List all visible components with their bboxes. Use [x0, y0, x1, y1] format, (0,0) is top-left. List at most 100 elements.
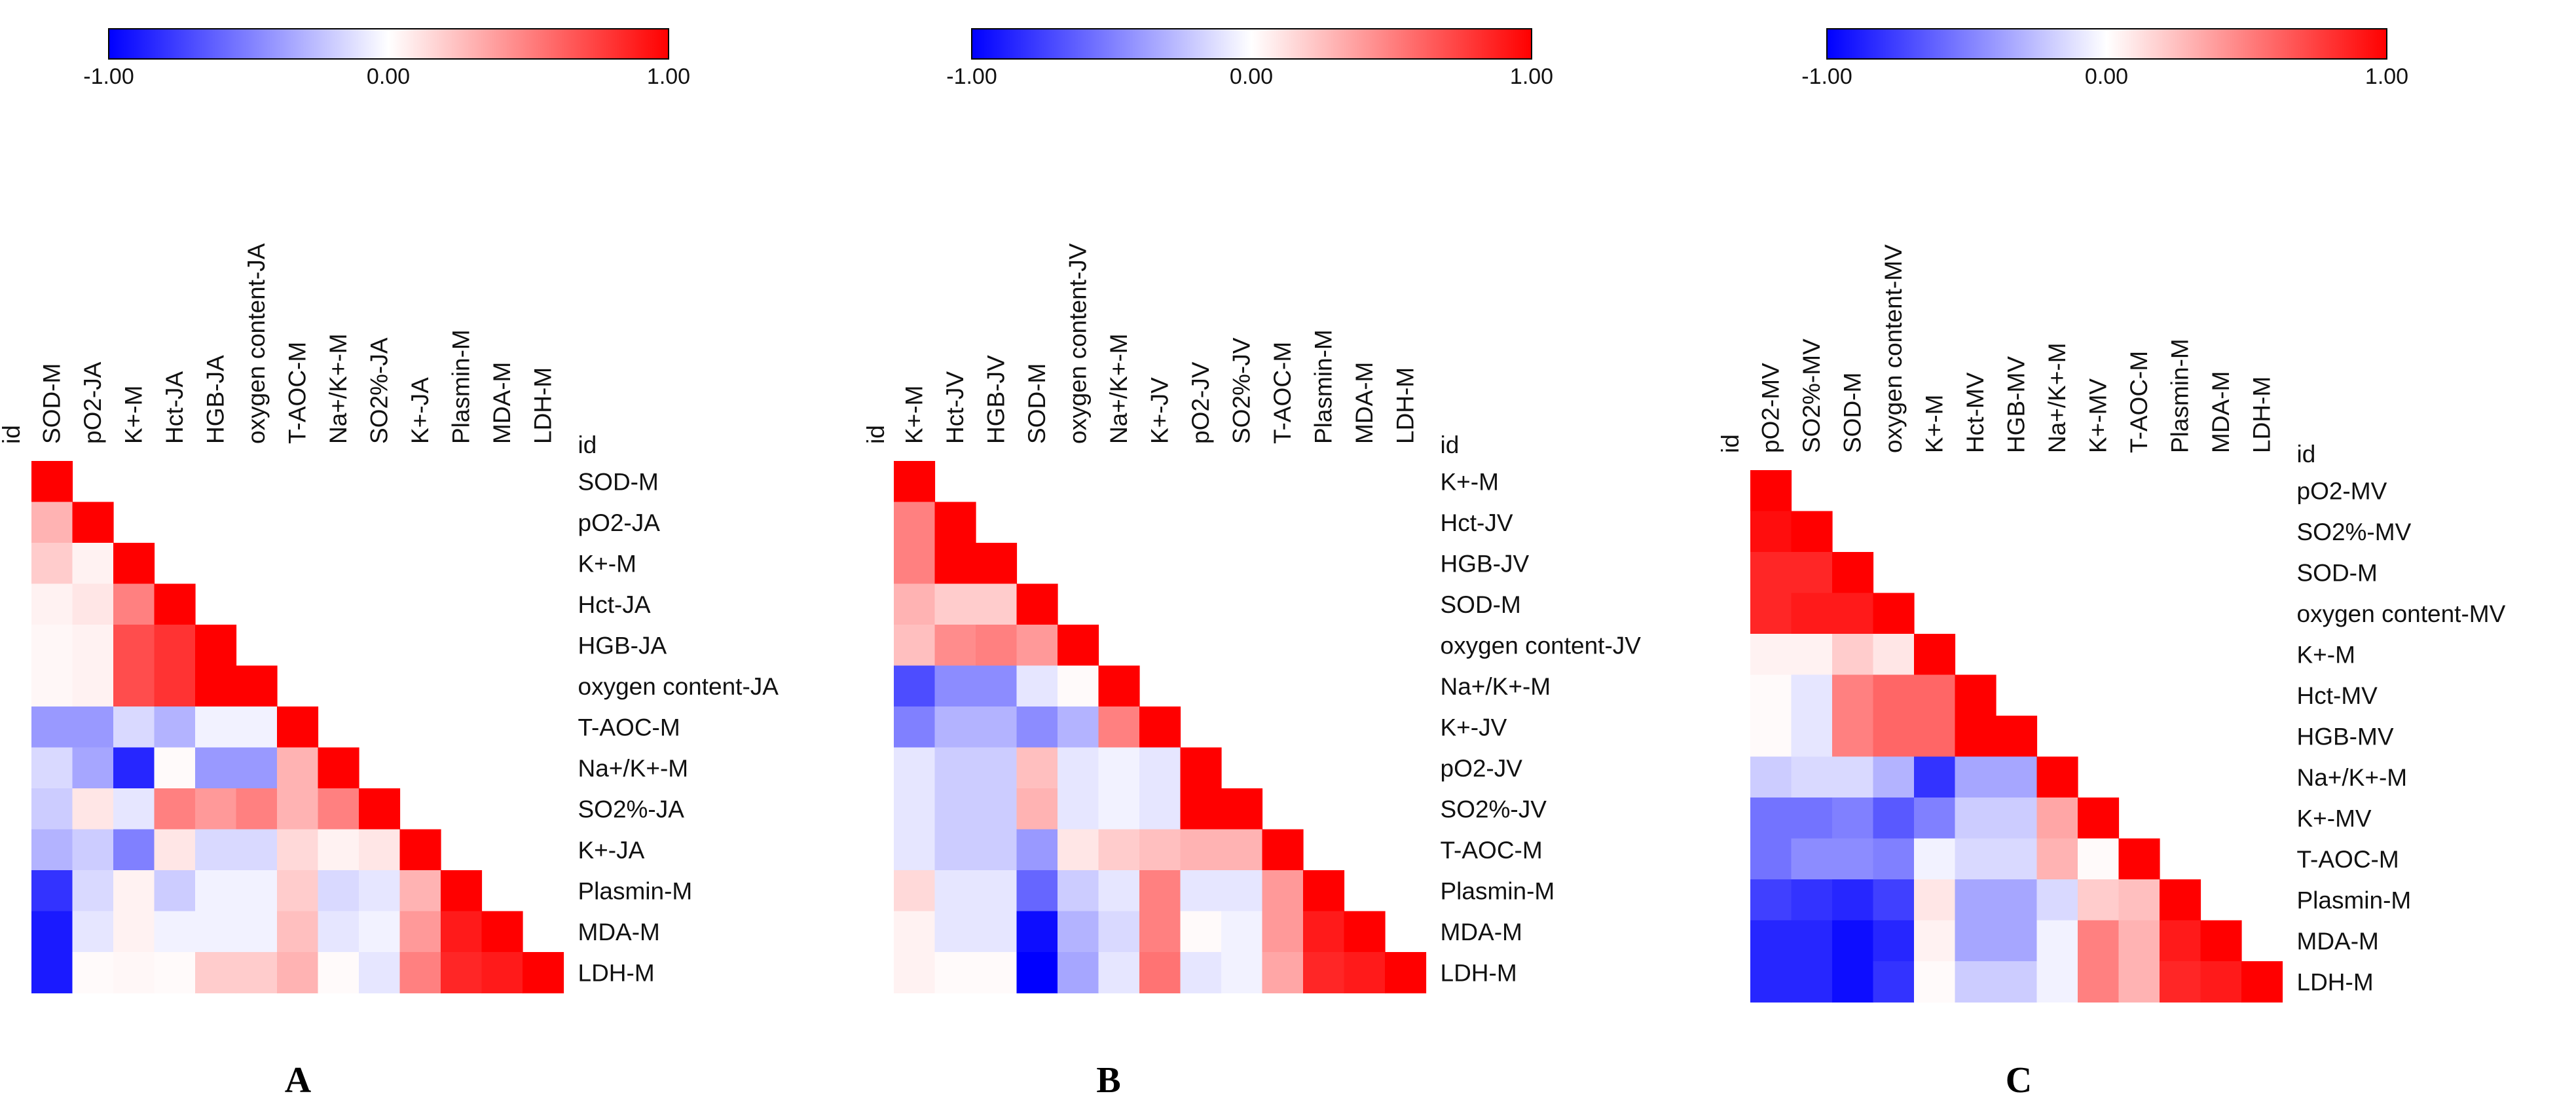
row-label: T-AOC-M	[1441, 837, 1543, 864]
heatmap-cell	[1016, 870, 1058, 912]
heatmap-cell	[236, 911, 278, 953]
heatmap-cell	[1098, 706, 1140, 748]
heatmap-cell	[1996, 838, 2038, 880]
heatmap-cell	[1221, 870, 1263, 912]
column-label: Plasmin-M	[1310, 329, 1336, 444]
heatmap-cell	[1996, 716, 2038, 758]
heatmap-cell	[2036, 838, 2078, 880]
heatmap-cell	[318, 870, 359, 912]
heatmap-cell	[934, 543, 976, 585]
column-label: T-AOC-M	[2125, 351, 2152, 453]
heatmap-cell	[1791, 593, 1833, 634]
heatmap-cell	[934, 870, 976, 912]
heatmap-cell	[1221, 952, 1263, 994]
heatmap-cell	[976, 625, 1018, 667]
row-label: SO2%-JV	[1441, 796, 1547, 822]
colorbar-c: -1.00 0.00 1.00	[1801, 28, 2408, 89]
corner-id-label: id	[862, 425, 889, 444]
heatmap-cell	[1873, 756, 1915, 798]
heatmap-cell	[1873, 593, 1915, 634]
column-label: oxygen content-JA	[243, 243, 270, 444]
column-label: HGB-JV	[982, 355, 1009, 444]
row-label: pO2-MV	[2297, 477, 2387, 504]
heatmap-cell	[1791, 511, 1833, 553]
column-label: MDA-M	[2207, 371, 2234, 453]
heatmap-cell	[1139, 870, 1181, 912]
column-label: Plasmin-M	[447, 329, 474, 444]
heatmap-cell	[318, 952, 359, 994]
heatmap-cell	[195, 706, 237, 748]
heatmap-cell	[113, 911, 155, 953]
heatmap-cell	[1750, 511, 1792, 553]
heatmap-cell	[934, 625, 976, 667]
heatmap-cell	[2160, 879, 2201, 921]
row-label: T-AOC-M	[578, 714, 680, 741]
heatmap-cell	[1058, 829, 1099, 871]
heatmap-cell	[318, 788, 359, 830]
heatmap-cell	[1791, 716, 1833, 758]
row-label: HGB-JA	[578, 632, 667, 659]
heatmap-cell	[1180, 747, 1222, 789]
heatmap-cell	[1955, 879, 1996, 921]
row-label: oxygen content-MV	[2297, 600, 2506, 627]
column-label: pO2-JA	[79, 361, 106, 444]
heatmap-cell	[1139, 747, 1181, 789]
heatmap-cell	[195, 952, 237, 994]
heatmap-cell	[1098, 747, 1140, 789]
heatmap-cell	[1791, 961, 1833, 1003]
heatmap-cell	[72, 583, 114, 625]
heatmap-cell	[72, 870, 114, 912]
heatmap-cell	[2118, 838, 2160, 880]
heatmap-cell	[1058, 952, 1099, 994]
heatmap-cell	[72, 625, 114, 667]
heatmap-cell	[1832, 961, 1874, 1003]
heatmap-cell	[976, 829, 1018, 871]
panel-c: -1.00 0.00 1.00 id id pO2-MV SO2%-MV SOD-M ox…	[1717, 28, 2506, 1101]
heatmap-cell	[2036, 756, 2078, 798]
heatmap-cell	[359, 870, 401, 912]
heatmap-cell	[1750, 552, 1792, 594]
heatmap-cell	[195, 625, 237, 667]
colorbar-min-label: -1.00	[83, 64, 134, 89]
heatmap-cell	[1016, 952, 1058, 994]
heatmap-cell	[1955, 961, 1996, 1003]
row-label: MDA-M	[2297, 928, 2379, 955]
heatmap-cell	[976, 747, 1018, 789]
heatmap-cell	[1750, 470, 1792, 512]
heatmap-cell	[1139, 788, 1181, 830]
heatmap-cell	[1873, 879, 1915, 921]
row-label: oxygen content-JV	[1441, 632, 1642, 659]
corner-id-label: id	[1441, 431, 1460, 458]
heatmap-cell	[1098, 952, 1140, 994]
heatmap-cell	[1791, 634, 1833, 676]
heatmap-cell	[1996, 756, 2038, 798]
heatmap-cell	[1955, 920, 1996, 962]
heatmap-cell	[2036, 879, 2078, 921]
heatmap-c-matrix: id id pO2-MV SO2%-MV SOD-M oxygen content-MV K…	[1717, 244, 2506, 1003]
heatmap-cell	[113, 583, 155, 625]
heatmap-cell	[894, 788, 936, 830]
heatmap-cell	[976, 911, 1018, 953]
heatmap-cell	[894, 665, 936, 707]
heatmap-cell	[277, 952, 319, 994]
colorbar-a: -1.00 0.00 1.00	[83, 28, 690, 89]
heatmap-cell	[154, 870, 196, 912]
heatmap-cell	[1303, 870, 1345, 912]
column-label: HGB-MV	[2002, 356, 2029, 453]
heatmap-cell	[72, 952, 114, 994]
heatmap-cell	[113, 788, 155, 830]
heatmap-cell	[277, 829, 319, 871]
heatmap-cell	[31, 952, 73, 994]
colorbar-max-label: 1.00	[2365, 64, 2408, 89]
heatmap-cell	[236, 952, 278, 994]
heatmap-cell	[2036, 961, 2078, 1003]
heatmap-cell	[481, 911, 523, 953]
heatmap-cell	[277, 706, 319, 748]
column-label: LDH-M	[529, 367, 556, 444]
heatmap-cell	[1016, 665, 1058, 707]
heatmap-cell	[894, 706, 936, 748]
row-label: LDH-M	[578, 959, 655, 986]
column-label: MDA-M	[488, 362, 515, 444]
heatmap-cell	[1955, 838, 1996, 880]
row-label: K+-M	[1441, 468, 1499, 495]
